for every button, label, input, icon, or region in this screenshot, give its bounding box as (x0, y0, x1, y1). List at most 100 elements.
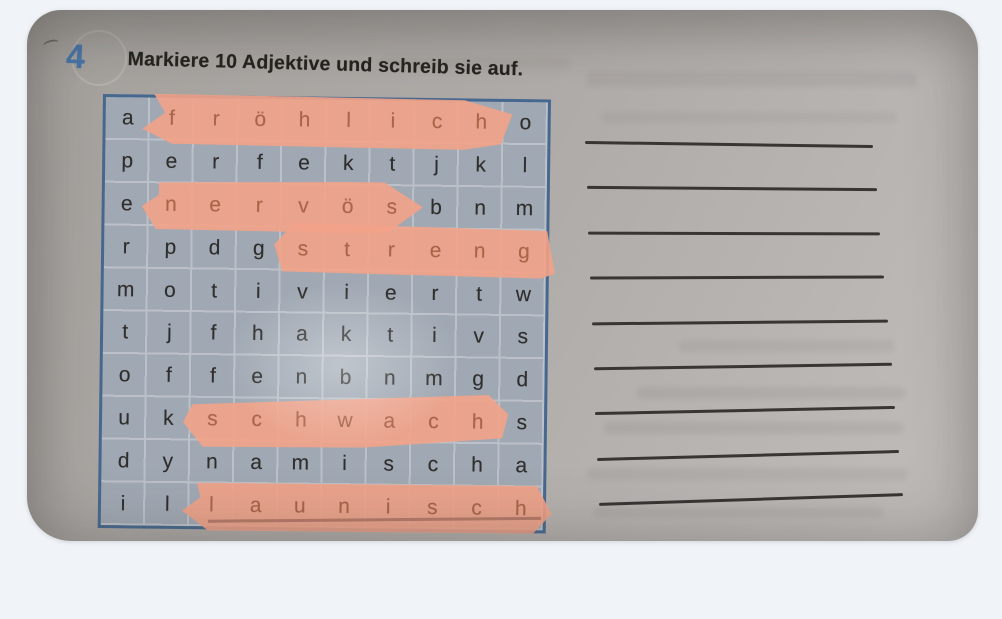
grid-cell: o (118, 363, 131, 387)
grid-cell: v (297, 279, 308, 304)
grid-cell: v (298, 194, 309, 218)
grid-cell: t (387, 323, 394, 347)
grid-cell: k (342, 152, 354, 176)
grid-cell: k (475, 153, 487, 177)
grid-cell: t (344, 237, 351, 261)
grid-cell: r (431, 281, 439, 305)
grid-cell: h (251, 322, 264, 346)
bleed-through-smudge (604, 422, 904, 434)
grid-cell: l (522, 154, 528, 178)
answer-line (598, 493, 903, 507)
grid-cell: j (166, 321, 172, 345)
grid-cell: h (471, 453, 484, 477)
grid-cell: d (208, 236, 221, 260)
grid-cell: h (475, 110, 488, 135)
grid-cell: m (515, 197, 534, 221)
grid-cell: i (431, 324, 437, 348)
grid-cell: p (121, 149, 134, 173)
grid-cell: r (255, 193, 263, 217)
grid-cell: m (116, 277, 135, 301)
grid-cell: g (472, 367, 485, 391)
pencil-mark (42, 38, 60, 50)
bleed-through-smudge (587, 72, 917, 87)
grid-cell: o (163, 278, 176, 302)
answer-line (586, 186, 877, 192)
grid-cell: i (344, 280, 350, 304)
grid-cell: l (164, 492, 170, 516)
grid-cell: t (476, 282, 483, 306)
grid-cell: i (342, 451, 348, 475)
grid-cell: e (209, 193, 222, 217)
grid-cell: i (120, 491, 126, 515)
grid-cell: h (471, 410, 484, 434)
grid-cell: s (383, 452, 395, 476)
bleed-through-smudge (380, 56, 570, 69)
exercise-number-halo (71, 30, 127, 86)
grid-cell: s (386, 195, 398, 219)
grid-cell: e (429, 238, 442, 262)
grid-cell: c (427, 452, 439, 476)
grid-cell: l (346, 109, 352, 133)
grid-cell: e (384, 281, 397, 305)
grid-cell: f (209, 364, 217, 388)
grid-cell: d (117, 448, 130, 473)
grid-cell: e (120, 192, 133, 216)
bleed-through-smudge (602, 112, 897, 123)
grid-cell: ö (341, 194, 354, 219)
grid-cell: s (517, 325, 529, 349)
grid-cell: t (211, 278, 218, 302)
bleed-through-smudge (587, 468, 907, 480)
grid-cell: r (212, 150, 220, 174)
grid-cell: i (255, 279, 261, 303)
answer-line (595, 406, 896, 416)
grid-cell: w (515, 282, 532, 306)
grid-cell: g (252, 236, 265, 260)
answer-line (593, 362, 892, 371)
grid-cell: a (121, 106, 134, 130)
grid-cell: s (426, 495, 438, 519)
grid-cell: k (340, 323, 352, 347)
grid-cell: r (387, 238, 395, 262)
grid-cell: k (162, 406, 174, 430)
grid-cell: n (295, 365, 308, 389)
answer-line (590, 275, 885, 280)
grid-cell: l (208, 492, 214, 516)
grid-cell: n (473, 239, 486, 263)
grid-cell: s (207, 407, 218, 431)
grid-cell: o (519, 111, 532, 135)
bleed-through-smudge (637, 387, 905, 399)
grid-cell: e (165, 149, 178, 174)
grid-cell: a (249, 493, 262, 517)
grid-cell: p (164, 235, 177, 259)
grid-cell: c (251, 407, 263, 431)
grid-cell: n (206, 450, 218, 474)
grid-cell: c (428, 409, 439, 434)
grid-cell: u (293, 493, 306, 518)
grid-cell: r (122, 235, 130, 259)
grid-cell: t (389, 152, 396, 176)
answer-line (584, 140, 874, 149)
grid-cell: e (298, 151, 310, 175)
grid-cell: v (473, 324, 485, 349)
grid-cell: f (165, 363, 172, 388)
grid-cell: g (517, 239, 530, 264)
grid-cell: m (291, 451, 310, 475)
grid-cell: b (430, 195, 443, 220)
grid-cell: n (383, 366, 396, 390)
grid-cell: y (162, 449, 174, 473)
grid-cell: a (383, 409, 396, 433)
grid-cell: ö (254, 108, 267, 132)
grid-cell: a (250, 450, 263, 474)
grid-cell: b (339, 366, 352, 390)
grid-cell: u (118, 406, 131, 430)
grid-cell: f (256, 151, 263, 175)
grid-cell: n (164, 192, 177, 216)
grid-cell: a (515, 453, 528, 477)
answer-line (588, 231, 881, 236)
grid-cell: h (514, 496, 527, 520)
grid-cell: a (295, 322, 308, 346)
grid-cell: m (425, 367, 443, 391)
worksheet-photo-content: 4 Markiere 10 Adjektive und schreib sie … (27, 10, 978, 541)
grid-cell: f (210, 321, 217, 345)
